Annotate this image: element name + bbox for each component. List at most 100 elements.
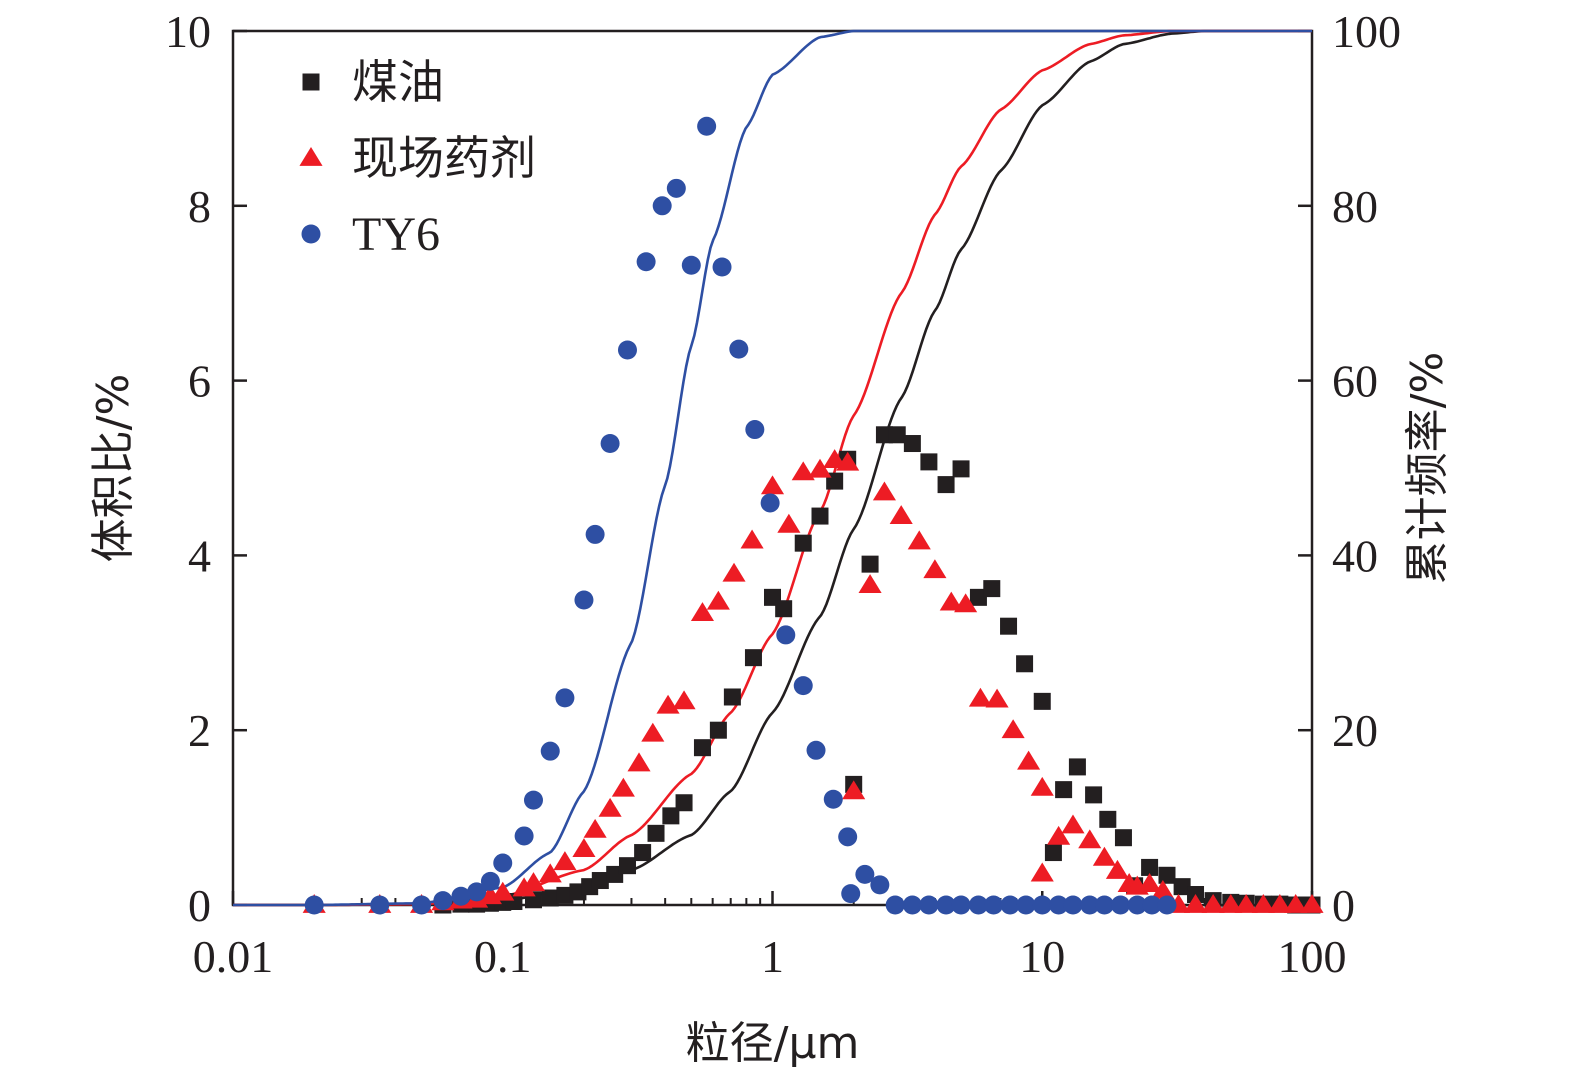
y-left-tick-label: 2 — [188, 705, 211, 756]
data-point — [697, 116, 717, 136]
data-point — [939, 591, 963, 611]
data-point — [538, 863, 562, 883]
series-circle-markers — [304, 116, 1177, 915]
data-point — [838, 827, 858, 847]
data-markers — [302, 116, 1324, 915]
data-point — [855, 864, 875, 884]
data-point — [480, 871, 500, 891]
data-point — [606, 865, 624, 883]
legend-marker — [302, 73, 320, 91]
data-point — [744, 649, 762, 667]
data-point — [585, 524, 605, 544]
y-left-tick-label: 0 — [188, 880, 211, 931]
data-point — [791, 461, 815, 481]
data-point — [712, 257, 732, 277]
legend-item: 煤油 — [302, 55, 444, 109]
data-point — [690, 602, 715, 622]
legend-item: TY6 — [301, 208, 440, 261]
data-point — [968, 687, 992, 707]
data-point — [1017, 750, 1041, 770]
data-point — [842, 780, 866, 800]
data-point — [1234, 894, 1258, 913]
y-left-tick-label: 4 — [188, 530, 211, 581]
data-point — [591, 872, 609, 890]
data-point — [1080, 895, 1100, 915]
data-point — [858, 574, 882, 594]
data-point — [493, 853, 513, 873]
data-point — [775, 600, 793, 618]
x-tick-label: 100 — [1278, 931, 1347, 982]
data-point — [1030, 776, 1054, 796]
data-point — [641, 722, 665, 742]
data-point — [433, 891, 453, 911]
data-point — [706, 590, 730, 610]
data-point — [1183, 894, 1208, 913]
data-point — [954, 593, 978, 613]
data-point — [540, 741, 560, 761]
data-point — [662, 807, 680, 825]
data-point — [823, 449, 847, 469]
data-point — [1268, 894, 1292, 913]
data-point — [885, 895, 905, 915]
data-point — [1044, 844, 1062, 862]
y-left-tick-label: 6 — [188, 356, 211, 407]
data-point — [618, 857, 636, 875]
data-point — [951, 895, 971, 915]
data-point — [1000, 895, 1020, 915]
data-point — [793, 676, 813, 696]
data-point — [760, 475, 785, 495]
data-point — [1099, 810, 1117, 828]
series-square-markers — [434, 426, 1321, 914]
legend-label: 现场药剂 — [352, 131, 536, 185]
data-point — [693, 739, 711, 757]
data-point — [1284, 894, 1308, 913]
x-axis-title: 粒径/μm — [686, 1018, 860, 1069]
data-point — [889, 505, 913, 524]
data-point — [1142, 895, 1162, 915]
data-point — [1055, 781, 1073, 799]
data-point — [521, 872, 546, 892]
data-point — [512, 877, 536, 897]
data-point — [672, 690, 696, 710]
data-point — [777, 513, 801, 533]
data-point — [1138, 873, 1162, 892]
data-point — [1001, 719, 1025, 739]
data-point — [823, 789, 843, 809]
data-point — [1047, 825, 1071, 845]
data-point — [675, 794, 693, 812]
data-point — [598, 797, 622, 817]
data-point — [745, 420, 765, 440]
data-point — [888, 426, 906, 444]
data-point — [969, 588, 987, 606]
data-point — [907, 530, 931, 550]
data-point — [1173, 878, 1191, 896]
data-point — [1300, 894, 1324, 913]
data-point — [1068, 758, 1086, 776]
data-point — [1063, 895, 1083, 915]
data-point — [1049, 895, 1069, 915]
data-point — [722, 562, 746, 582]
y-right-tick-label: 0 — [1332, 880, 1355, 931]
data-point — [985, 688, 1009, 708]
data-point — [723, 688, 741, 706]
data-point — [451, 886, 471, 906]
data-point — [1094, 895, 1114, 915]
data-point — [709, 721, 727, 739]
data-point — [920, 453, 938, 471]
data-point — [634, 844, 652, 862]
data-point — [553, 851, 577, 871]
y-left-tick-label: 8 — [188, 181, 211, 232]
data-point — [936, 895, 956, 915]
data-point — [1151, 880, 1175, 899]
data-point — [1092, 846, 1116, 866]
data-point — [652, 196, 672, 216]
data-point — [1030, 862, 1054, 882]
data-point — [1114, 829, 1132, 847]
legend-marker — [301, 224, 321, 244]
data-point — [861, 555, 879, 573]
data-point — [1000, 617, 1018, 635]
data-point — [919, 895, 939, 915]
data-point — [923, 559, 947, 579]
data-point — [952, 460, 970, 478]
